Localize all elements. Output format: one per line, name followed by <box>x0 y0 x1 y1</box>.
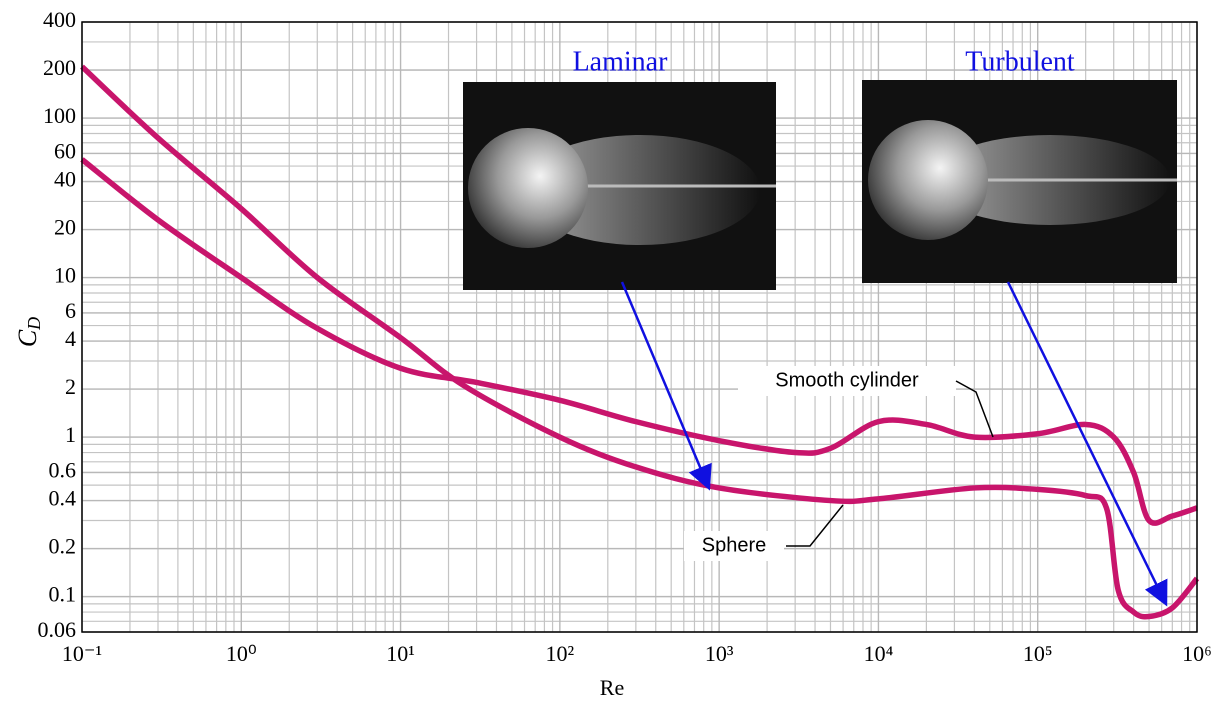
y-tick-label: 40 <box>54 167 76 192</box>
y-tick-label: 20 <box>54 215 76 240</box>
x-tick-label: 10⁰ <box>226 641 257 666</box>
x-tick-label: 10⁻¹ <box>62 641 102 666</box>
x-tick-label: 10⁴ <box>864 641 894 666</box>
x-tick-label: 10³ <box>705 641 734 666</box>
x-axis-label: Re <box>600 675 624 700</box>
y-axis-label: CD <box>13 317 44 347</box>
y-tick-label: 0.4 <box>49 486 77 511</box>
x-tick-label: 10² <box>546 641 575 666</box>
y-tick-label: 1 <box>65 422 76 447</box>
arrow <box>1008 282 1165 602</box>
x-tick-label: 10⁵ <box>1023 641 1053 666</box>
y-tick-label: 200 <box>43 55 76 80</box>
series-label: Smooth cylinder <box>775 369 919 391</box>
chart: Laminar Turbulent Smooth cylinder Sphere… <box>0 0 1221 705</box>
x-tick-label: 10¹ <box>386 641 415 666</box>
y-label-subscript: D <box>24 317 44 331</box>
y-tick-label: 4 <box>65 326 76 351</box>
annotation: Turbulent <box>965 46 1075 77</box>
annotation: Laminar <box>573 46 669 77</box>
y-tick-label: 0.1 <box>49 582 77 607</box>
y-tick-label: 100 <box>43 103 76 128</box>
y-tick-label: 0.6 <box>49 458 77 483</box>
y-tick-label: 10 <box>54 263 76 288</box>
photo-laminar <box>463 82 776 290</box>
x-tick-label: 10⁶ <box>1182 641 1212 666</box>
y-tick-label: 0.2 <box>49 534 77 559</box>
photo-turbulent <box>862 80 1177 283</box>
y-tick-label: 400 <box>43 7 76 32</box>
y-label-symbol: C <box>13 329 42 347</box>
y-tick-label: 2 <box>65 374 76 399</box>
y-tick-label: 0.06 <box>38 617 77 642</box>
series-label: Sphere <box>702 534 767 556</box>
y-tick-label: 6 <box>65 298 76 323</box>
y-tick-label: 60 <box>54 138 76 163</box>
